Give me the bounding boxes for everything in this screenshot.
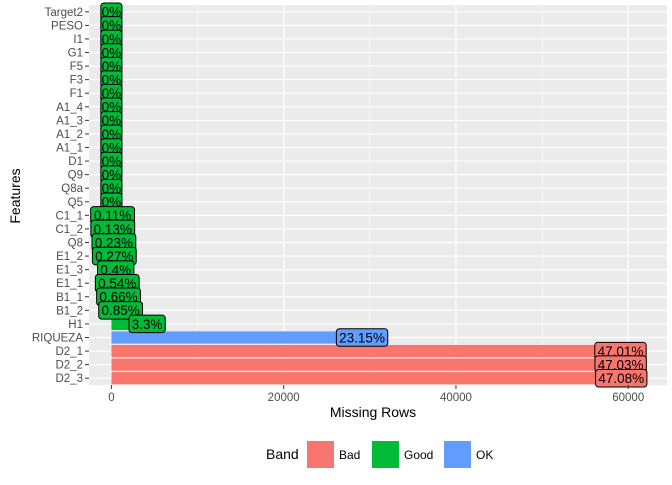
legend-label-bad: Bad — [339, 448, 360, 462]
y-tick-label: D1 — [68, 156, 83, 168]
y-tick-label: A1_2 — [56, 129, 83, 141]
y-tick-label: G1 — [68, 48, 83, 60]
data-label: 3.3% — [132, 317, 163, 332]
y-tick-label: B1_1 — [56, 292, 83, 304]
x-tick-label: 0 — [108, 392, 114, 404]
legend-swatch-bad — [307, 441, 334, 468]
y-tick-label: A1_3 — [56, 115, 83, 127]
y-axis-title: Features — [7, 168, 23, 223]
legend-title: Band — [266, 446, 299, 462]
bar-riqueza — [111, 331, 362, 343]
y-tick-label: C1_1 — [56, 210, 84, 222]
y-tick-label: A1_4 — [56, 102, 83, 114]
y-tick-label: F5 — [70, 61, 83, 73]
y-tick-label: E1_3 — [56, 265, 83, 277]
legend-swatch-ok — [444, 441, 471, 468]
y-tick-label: A1_1 — [56, 143, 83, 155]
y-tick-label: Q9 — [68, 170, 83, 182]
y-tick-label: Q8 — [68, 238, 83, 250]
x-tick-label: 40000 — [440, 392, 472, 404]
legend-label-ok: OK — [476, 448, 493, 462]
x-axis: 0 20000 40000 60000 — [108, 385, 644, 404]
y-tick-label: Target2 — [45, 7, 83, 19]
legend-label-good: Good — [404, 448, 433, 462]
bar-d2-1 — [111, 345, 620, 357]
y-tick-label: PESO — [51, 20, 83, 32]
x-axis-title: Missing Rows — [330, 404, 416, 420]
y-tick-label: I1 — [73, 34, 83, 46]
bar-d2-3 — [111, 372, 621, 384]
y-tick-label: D2_1 — [56, 346, 84, 358]
y-tick-label: B1_2 — [56, 305, 83, 317]
legend-swatch-good — [372, 441, 399, 468]
y-tick-label: E1_1 — [56, 278, 83, 290]
y-tick-label: F3 — [70, 75, 83, 87]
y-tick-label: E1_2 — [56, 251, 83, 263]
y-tick-label: C1_2 — [56, 224, 84, 236]
data-label: 23.15% — [339, 330, 385, 345]
y-tick-label: Q8a — [61, 183, 83, 195]
legend: Band Bad Good OK — [266, 441, 493, 468]
y-tick-label: F1 — [70, 88, 83, 100]
y-tick-label: H1 — [68, 319, 83, 331]
x-tick-label: 20000 — [268, 392, 300, 404]
data-label: 47.08% — [598, 371, 644, 386]
plot-panel — [89, 5, 667, 385]
x-tick-label: 60000 — [612, 392, 644, 404]
y-tick-label: RIQUEZA — [32, 333, 83, 345]
bar-d2-2 — [111, 359, 620, 371]
y-tick-label: Q5 — [68, 197, 83, 209]
y-tick-label: D2_2 — [56, 360, 84, 372]
y-tick-label: D2_3 — [56, 373, 84, 385]
